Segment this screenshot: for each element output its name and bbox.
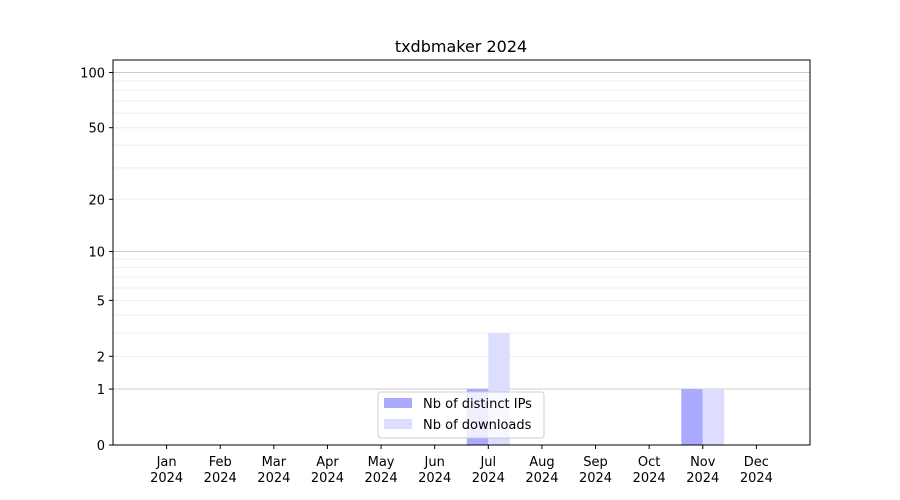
y-tick-label: 5 — [97, 294, 105, 309]
legend-label: Nb of distinct IPs — [423, 397, 532, 412]
bar-downloads — [702, 389, 725, 445]
y-tick-label: 50 — [88, 122, 105, 137]
y-axis: 0 1 2 5 10 20 50 100 — [80, 67, 113, 454]
x-axis: Jan 2024 Feb 2024 Mar 2024 Apr 2024 May 2024 Jun 20… — [150, 445, 773, 486]
x-tick-label: Jun 2024 — [418, 455, 451, 486]
y-tick-label: 0 — [97, 439, 105, 454]
y-tick-label: 10 — [88, 245, 105, 260]
x-tick-label: Nov 2024 — [686, 455, 719, 486]
legend-swatch — [384, 419, 412, 429]
x-tick-label: Dec 2024 — [740, 455, 773, 486]
y-tick-label: 20 — [88, 193, 105, 208]
x-tick-label: Feb 2024 — [204, 455, 237, 486]
chart-title: txdbmaker 2024 — [395, 37, 527, 56]
x-tick-label: Oct 2024 — [633, 455, 666, 486]
x-tick-label: Aug 2024 — [525, 455, 558, 486]
x-tick-label: Apr 2024 — [311, 455, 344, 486]
bar-distinct-ips — [681, 389, 703, 445]
y-tick-label: 1 — [97, 383, 105, 398]
legend-box — [377, 391, 545, 439]
legend: Nb of distinct IPs Nb of downloads — [377, 391, 545, 439]
x-tick-label: May 2024 — [365, 455, 398, 486]
x-tick-label: Sep 2024 — [579, 455, 612, 486]
y-tick-label: 2 — [97, 350, 105, 365]
plot-frame — [112, 59, 811, 446]
grid — [113, 72, 810, 390]
x-tick-label: Mar 2024 — [257, 455, 290, 486]
x-tick-label: Jul 2024 — [472, 455, 505, 486]
y-tick-label: 100 — [80, 67, 105, 82]
legend-swatch — [384, 398, 412, 408]
legend-label: Nb of downloads — [423, 418, 532, 433]
x-tick-label: Jan 2024 — [150, 455, 183, 486]
